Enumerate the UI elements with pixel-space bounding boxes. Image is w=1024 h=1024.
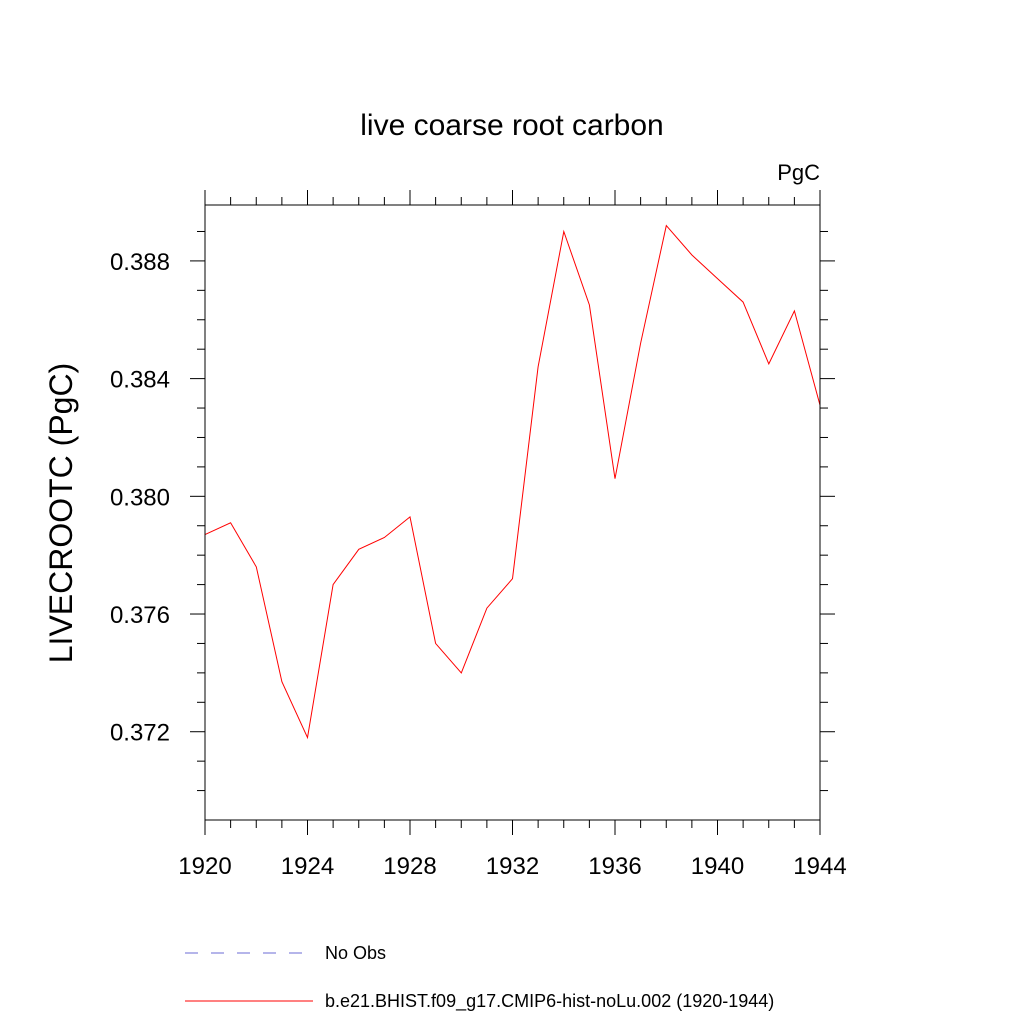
chart-title: live coarse root carbon xyxy=(360,109,664,142)
legend: No Obs b.e21.BHIST.f09_g17.CMIP6-hist-no… xyxy=(185,943,774,1012)
x-tick-label: 1928 xyxy=(383,853,436,880)
x-tick-label: 1944 xyxy=(793,853,846,880)
plot-frame xyxy=(204,204,821,821)
units-label: PgC xyxy=(777,160,820,185)
legend-label-no-obs: No Obs xyxy=(325,943,386,963)
legend-label-model-run: b.e21.BHIST.f09_g17.CMIP6-hist-noLu.002 … xyxy=(325,991,774,1012)
y-tick-label: 0.384 xyxy=(110,367,170,394)
x-tick-label: 1920 xyxy=(178,853,231,880)
y-tick-label: 0.376 xyxy=(110,602,170,629)
y-axis-label: LIVECROOTC (PgC) xyxy=(43,363,79,663)
y-tick-label: 0.380 xyxy=(110,484,170,511)
axis-ticks xyxy=(190,190,835,835)
x-tick-labels: 1920 1924 1928 1932 1936 1940 1944 xyxy=(178,853,846,880)
series-line xyxy=(204,224,821,740)
y-tick-labels: 0.372 0.376 0.380 0.384 0.388 xyxy=(110,249,170,747)
x-tick-label: 1932 xyxy=(486,853,539,880)
y-tick-label: 0.388 xyxy=(110,249,170,276)
y-tick-label: 0.372 xyxy=(110,720,170,747)
x-tick-label: 1940 xyxy=(691,853,744,880)
x-tick-label: 1936 xyxy=(588,853,641,880)
x-tick-label: 1924 xyxy=(281,853,334,880)
